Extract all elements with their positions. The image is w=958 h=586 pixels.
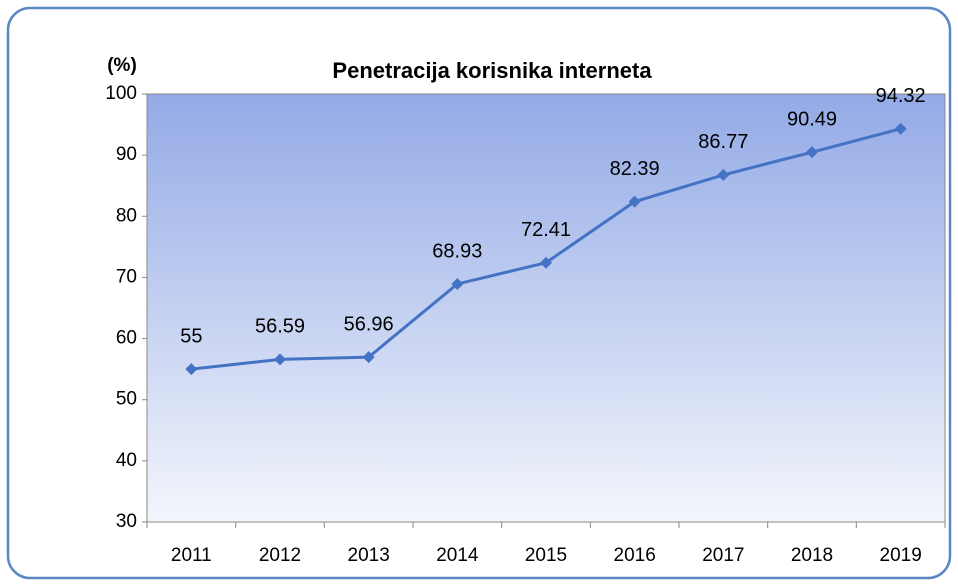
data-label: 56.59 xyxy=(255,316,305,338)
y-tick-label: 30 xyxy=(116,511,137,532)
y-tick-label: 70 xyxy=(116,266,137,287)
marker xyxy=(540,256,552,269)
x-tick-label: 2012 xyxy=(259,545,301,566)
x-tick-label: 2017 xyxy=(702,545,744,566)
x-tick-label: 2018 xyxy=(791,545,833,566)
data-label: 55 xyxy=(180,325,202,347)
x-tick-label: 2019 xyxy=(880,545,922,566)
data-label: 56.96 xyxy=(344,313,394,335)
data-label: 86.77 xyxy=(698,131,748,153)
data-label: 82.39 xyxy=(610,158,660,180)
marker xyxy=(894,122,907,135)
y-tick-label: 90 xyxy=(116,144,137,165)
y-tick-label: 40 xyxy=(116,450,137,471)
marker xyxy=(185,363,198,376)
plot-area xyxy=(146,93,946,523)
y-axis-label: (%) xyxy=(107,55,137,76)
y-tick-label: 100 xyxy=(105,83,137,104)
marker xyxy=(628,195,641,208)
marker xyxy=(717,168,730,181)
y-tick-label: 60 xyxy=(116,328,137,349)
x-tick-label: 2013 xyxy=(348,545,390,566)
marker xyxy=(274,353,286,366)
x-tick-label: 2016 xyxy=(614,545,656,566)
y-tick-label: 80 xyxy=(116,205,137,226)
chart-title: Penetracija korisnika interneta xyxy=(332,58,652,83)
data-label: 72.41 xyxy=(521,219,571,241)
marker xyxy=(451,277,464,290)
x-tick-label: 2015 xyxy=(525,545,567,566)
marker xyxy=(806,146,818,159)
x-tick-label: 2011 xyxy=(171,545,212,566)
x-tick-label: 2014 xyxy=(436,545,479,566)
data-label: 68.93 xyxy=(432,240,482,262)
data-label: 94.32 xyxy=(876,85,926,107)
y-tick-label: 50 xyxy=(116,389,137,410)
data-label: 90.49 xyxy=(787,108,837,130)
marker xyxy=(362,351,375,364)
